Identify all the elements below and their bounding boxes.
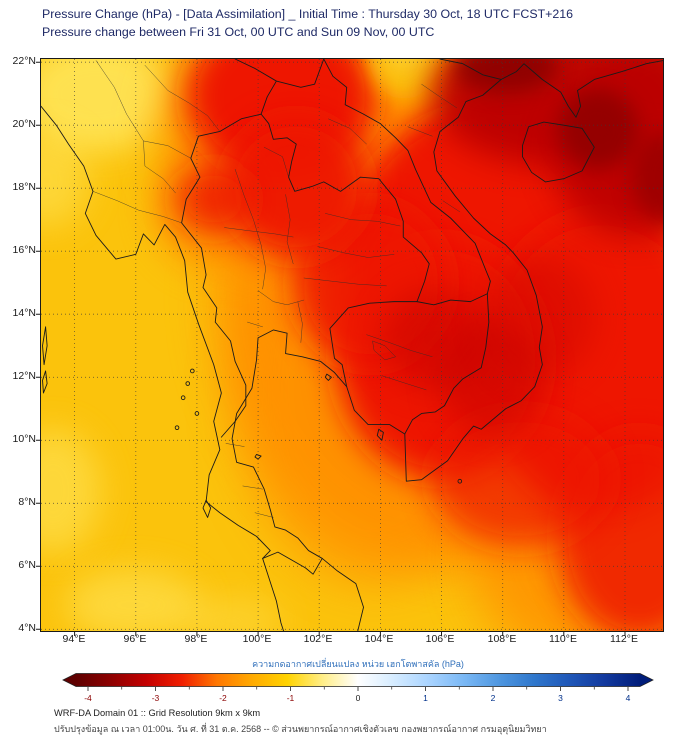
axis-ticks-bottom xyxy=(74,631,626,636)
coastline-east xyxy=(232,61,663,633)
colorbar-minor-ticks xyxy=(121,687,595,690)
colorbar-tick-label: 2 xyxy=(490,693,496,703)
footer-update-info: ปรับปรุงข้อมูล ณ เวลา 01:00น. วัน ศ. ที่… xyxy=(54,724,547,734)
colorbar-tick-label: 0 xyxy=(355,693,361,703)
lon-tick-label: 104°E xyxy=(364,633,394,645)
lon-tick-label: 106°E xyxy=(425,633,455,645)
border-myanmar-thailand xyxy=(182,114,261,437)
colorbar-tick-label: 4 xyxy=(625,693,631,703)
colorbar-tick-label: -3 xyxy=(151,693,160,703)
colorbar-tick-label: -1 xyxy=(286,693,295,703)
tonle-sap-lake xyxy=(373,341,396,360)
map-plot xyxy=(36,58,664,636)
lon-tick-label: 112°E xyxy=(610,633,638,645)
colorbar-tick-label: 1 xyxy=(423,693,428,703)
border-thailand-laos xyxy=(261,114,429,301)
axis-ticks-left xyxy=(36,61,41,630)
lat-tick-label: 6°N xyxy=(18,559,36,571)
border-thailand-malaysia xyxy=(263,552,323,574)
colorbar xyxy=(62,673,654,691)
islands-outlines xyxy=(43,327,384,518)
hainan-island-outline xyxy=(522,122,594,182)
colorbar-tick-label: 3 xyxy=(558,693,563,703)
colorbar-tick-label: -2 xyxy=(219,693,227,703)
lon-tick-label: 102°E xyxy=(303,633,333,645)
border-laos-vietnam xyxy=(324,59,491,294)
colorbar-tick-label: -4 xyxy=(84,693,92,703)
province-lines-indochina xyxy=(328,84,459,390)
border-golden-triangle xyxy=(235,59,324,114)
footer-domain-info: WRF-DA Domain 01 :: Grid Resolution 9km … xyxy=(54,708,261,718)
colorbar-label: ความกดอากาศเปลี่ยนแปลง หน่วย เฮกโตพาสคัล… xyxy=(252,659,464,669)
lat-tick-label: 16°N xyxy=(12,244,36,256)
border-laos-cambodia xyxy=(417,294,487,305)
lon-tick-label: 96°E xyxy=(123,633,147,645)
lon-tick-label: 94°E xyxy=(62,633,86,645)
lon-tick-label: 98°E xyxy=(184,633,208,645)
coastline-west xyxy=(41,106,284,632)
lon-tick-label: 110°E xyxy=(549,633,577,645)
lat-tick-label: 14°N xyxy=(12,307,36,319)
map-borders xyxy=(41,59,663,632)
title-line-1: Pressure Change (hPa) - [Data Assimilati… xyxy=(42,7,574,21)
lat-tick-label: 18°N xyxy=(12,181,36,193)
border-china-vietnam xyxy=(440,59,501,79)
lat-tick-label: 22°N xyxy=(12,55,36,67)
lat-tick-label: 10°N xyxy=(12,433,36,445)
lon-tick-label: 108°E xyxy=(487,633,517,645)
border-thailand-cambodia xyxy=(330,302,417,387)
small-islands xyxy=(175,369,461,483)
lat-tick-label: 4°N xyxy=(18,622,36,634)
province-lines-thailand xyxy=(224,147,400,517)
title-line-2: Pressure change between Fri 31 Oct, 00 U… xyxy=(42,25,435,39)
lat-tick-label: 8°N xyxy=(18,496,36,508)
lat-tick-label: 12°N xyxy=(12,370,36,382)
colorbar-major-ticks xyxy=(87,687,629,691)
border-cambodia-vietnam xyxy=(405,294,489,434)
pressure-field-map xyxy=(36,59,663,636)
province-lines-myanmar xyxy=(93,61,220,223)
lat-tick-label: 20°N xyxy=(12,118,36,130)
lon-tick-label: 100°E xyxy=(242,633,272,645)
colorbar-gradient-bar xyxy=(62,673,654,687)
